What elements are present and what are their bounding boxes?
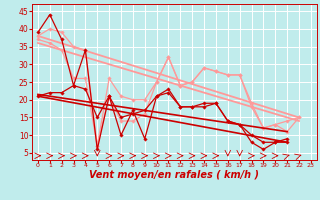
X-axis label: Vent moyen/en rafales ( km/h ): Vent moyen/en rafales ( km/h ) xyxy=(89,170,260,180)
